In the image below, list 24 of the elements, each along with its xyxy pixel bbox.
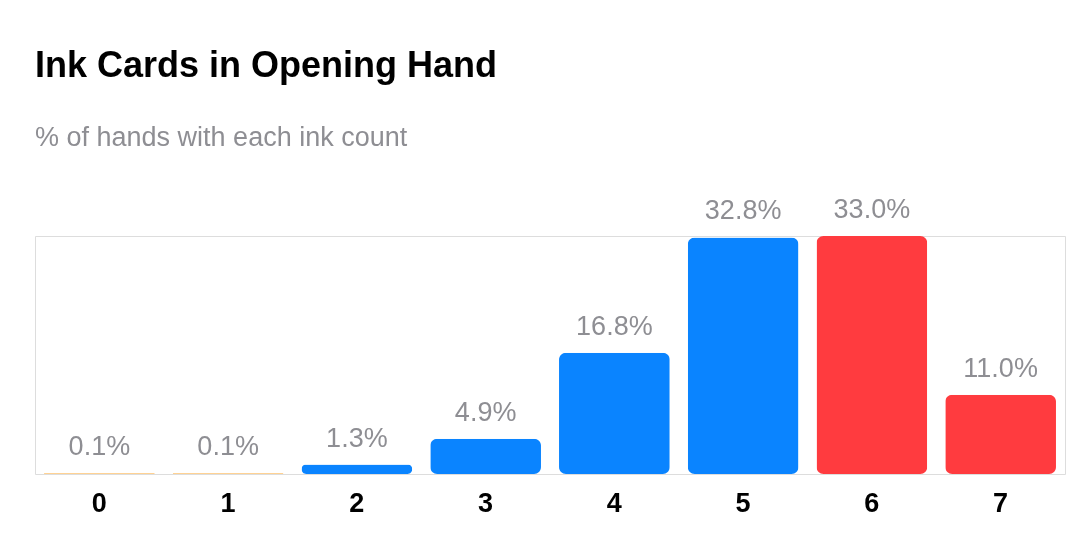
chart-title: Ink Cards in Opening Hand xyxy=(35,44,498,85)
data-label: 11.0% xyxy=(963,352,1038,383)
chart-subtitle: % of hands with each ink count xyxy=(35,122,408,152)
data-label: 0.1% xyxy=(68,431,131,462)
bar xyxy=(687,237,799,474)
x-tick-label: 6 xyxy=(864,487,880,518)
x-tick-label: 7 xyxy=(993,487,1009,518)
data-label: 32.8% xyxy=(704,195,782,226)
x-tick-label: 1 xyxy=(220,487,236,518)
bar xyxy=(559,352,670,474)
data-label: 4.9% xyxy=(454,396,517,427)
bar xyxy=(430,438,541,474)
bar xyxy=(816,236,928,474)
data-label: 1.3% xyxy=(326,422,388,453)
bar xyxy=(945,394,1056,474)
x-tick-label: 3 xyxy=(478,487,494,518)
x-tick-label: 2 xyxy=(349,487,365,518)
data-label: 33.0% xyxy=(833,194,911,224)
x-tick-label: 4 xyxy=(606,487,622,518)
data-label: 0.1% xyxy=(197,431,259,462)
x-tick-label: 5 xyxy=(735,487,751,518)
x-tick-label: 0 xyxy=(91,487,107,518)
data-label: 16.8% xyxy=(576,310,653,341)
bar xyxy=(301,464,413,474)
